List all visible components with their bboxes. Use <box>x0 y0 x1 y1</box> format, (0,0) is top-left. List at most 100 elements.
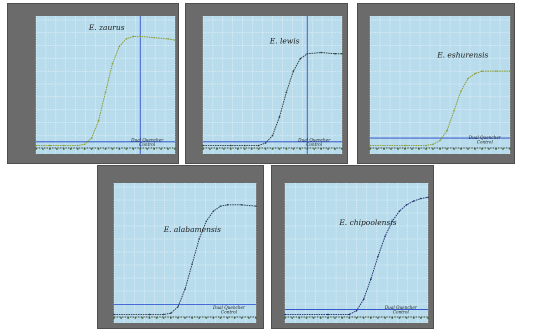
baseline-point-28 <box>132 148 135 150</box>
baseline-point-38 <box>167 148 169 150</box>
baseline-point-26 <box>205 317 208 319</box>
plot-area-3: E. eshurensis Dual Quencher Control <box>369 16 511 154</box>
baseline-point-4 <box>49 148 51 150</box>
baseline-point-8 <box>62 148 65 150</box>
baseline-point-40 <box>174 148 176 150</box>
data-point-6 <box>453 110 455 112</box>
baseline-point-38 <box>419 317 422 319</box>
baseline-point-36 <box>160 148 162 150</box>
baseline-point-0 <box>202 148 204 150</box>
baseline-point-22 <box>278 148 281 150</box>
baseline-point-30 <box>391 317 394 319</box>
control-label-line-1: Dual Quencher <box>384 305 418 310</box>
species-label: E. lewis <box>269 37 300 46</box>
data-point-13 <box>153 36 155 39</box>
baseline-point-26 <box>377 317 379 319</box>
data-point-2 <box>162 313 165 316</box>
baseline-point-4 <box>216 148 218 150</box>
control-label: Dual Quencher Control <box>130 138 164 148</box>
baseline-point-34 <box>320 148 323 150</box>
control-label-line-2: Control <box>221 310 238 315</box>
baseline-point-18 <box>264 148 267 150</box>
data-point-11 <box>495 70 497 72</box>
species-label: E. eshurensis <box>436 50 488 59</box>
baseline-point-6 <box>222 148 225 150</box>
baseline-point-10 <box>69 148 72 150</box>
baseline-point-16 <box>341 317 344 319</box>
baseline-point-2 <box>291 317 294 319</box>
baseline-point-4 <box>127 317 130 319</box>
data-point-4 <box>439 139 441 142</box>
data-point-12 <box>241 204 243 206</box>
chart-svg-2: E. lewis Dual Quencher Control <box>202 16 343 154</box>
data-point-5 <box>271 134 274 137</box>
baseline-point-0 <box>284 317 286 319</box>
baseline-point-12 <box>243 148 246 150</box>
baseline-point-0 <box>369 148 371 150</box>
series-line-0 <box>285 196 429 315</box>
series-line-0 <box>114 204 257 315</box>
baseline-point-22 <box>111 148 114 150</box>
baseline-point-30 <box>219 317 222 319</box>
control-label-line-2: Control <box>393 310 410 315</box>
baseline-point-24 <box>453 148 455 150</box>
baseline-point-34 <box>233 317 236 319</box>
data-point-2 <box>243 144 246 147</box>
chart-svg-1: E. zaurus Dual Quencher Control <box>35 16 176 154</box>
data-point-10 <box>405 204 408 206</box>
control-label-line-1: Dual Quencher <box>468 135 502 140</box>
baseline-point-28 <box>467 148 469 150</box>
baseline-point-22 <box>191 317 193 319</box>
chart-svg-3: E. eshurensis Dual Quencher Control <box>369 16 511 154</box>
data-point-7 <box>285 91 288 93</box>
baseline-point-18 <box>348 317 351 319</box>
series-line-0 <box>36 35 176 146</box>
data-point-6 <box>377 255 379 258</box>
baseline-point-32 <box>481 148 483 150</box>
baseline-point-2 <box>120 317 122 319</box>
baseline-point-2 <box>42 148 44 150</box>
chart-panel-4: E. alabamensis Dual Quencher Control <box>97 165 264 329</box>
data-point-0 <box>113 313 115 316</box>
baseline-point-38 <box>248 317 250 319</box>
data-point-4 <box>362 298 365 301</box>
baseline-point-8 <box>312 317 315 319</box>
baseline-point-20 <box>271 148 274 150</box>
chart-panel-5: E. chipoolensis Dual Quencher Control <box>271 165 434 329</box>
series-line-0 <box>203 52 342 146</box>
baseline-point-14 <box>162 317 165 319</box>
baseline-point-18 <box>432 148 434 150</box>
baseline-point-12 <box>155 317 158 319</box>
data-point-0 <box>35 144 37 147</box>
control-label-line-2: Control <box>306 142 323 147</box>
data-point-9 <box>398 210 401 212</box>
baseline-point-22 <box>446 148 448 150</box>
baseline-point-14 <box>334 317 336 319</box>
data-point-3 <box>257 144 260 147</box>
baseline-point-34 <box>405 317 408 319</box>
baseline-point-36 <box>240 317 243 319</box>
baseline-point-16 <box>257 148 260 150</box>
data-point-11 <box>226 204 229 206</box>
data-point-3 <box>76 144 79 147</box>
data-point-8 <box>467 77 469 80</box>
baseline-point-32 <box>398 317 401 319</box>
data-point-8 <box>111 62 114 65</box>
data-point-7 <box>460 90 462 92</box>
control-label: Dual Quencher Control <box>297 138 331 148</box>
baseline-point-28 <box>212 317 215 319</box>
baseline-point-32 <box>146 148 149 150</box>
data-point-3 <box>355 309 358 312</box>
chart-panel-3: E. eshurensis Dual Quencher Control <box>357 3 515 164</box>
baseline-point-14 <box>83 148 86 150</box>
baseline-point-14 <box>418 148 420 150</box>
data-point-5 <box>446 129 448 132</box>
baseline-point-26 <box>125 148 128 150</box>
baseline-point-10 <box>404 148 406 150</box>
data-point-1 <box>148 313 151 316</box>
data-point-0 <box>284 313 286 316</box>
chart-panel-1: E. zaurus Dual Quencher Control <box>7 3 179 164</box>
baseline-point-10 <box>236 148 239 150</box>
data-point-3 <box>432 143 434 146</box>
data-point-3 <box>170 312 172 315</box>
